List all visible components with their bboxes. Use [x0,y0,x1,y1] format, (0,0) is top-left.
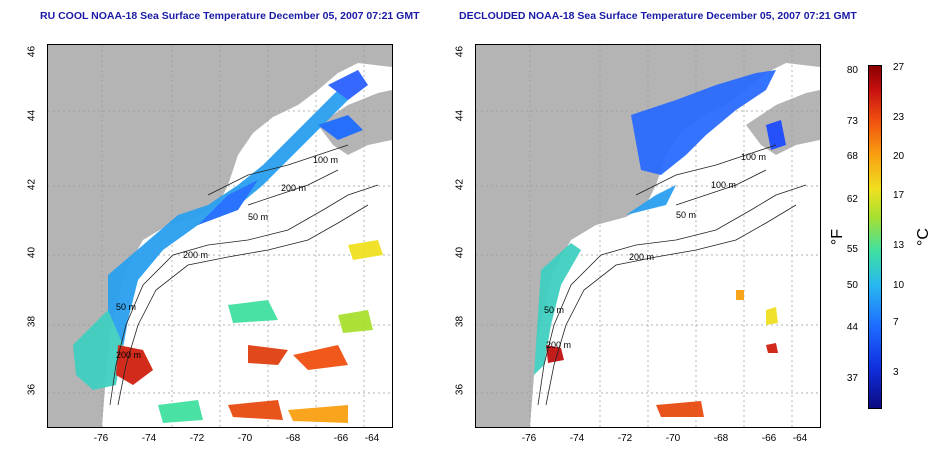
colorbar-c-label: 27 [893,62,905,73]
right-lon-tick: -72 [617,433,633,444]
colorbar-f-label: 44 [846,322,858,333]
colorbar-c-label: 20 [893,151,905,162]
colorbar-f-label: 55 [846,244,858,255]
colorbar-f-label: 68 [846,151,858,162]
colorbar-c-label: 13 [893,240,905,251]
svg-text:50 m: 50 m [544,305,564,315]
svg-text:100 m: 100 m [711,180,736,190]
left-lat-tick: 40 [26,246,38,259]
svg-text:200 m: 200 m [183,250,208,260]
right-lat-tick: 36 [454,383,466,396]
colorbar-c-label: 17 [893,190,905,201]
right-lon-tick: -74 [569,433,585,444]
colorbar-f-label: 62 [846,194,858,205]
land-region [48,45,392,427]
right-lon-tick: -68 [713,433,729,444]
left-map: 100 m 200 m 50 m 200 m 50 m 200 m [47,44,393,428]
land-region [476,45,820,427]
colorbar-f-label: 50 [846,280,858,291]
right-lon-tick: -76 [521,433,537,444]
left-lat-tick: 44 [26,109,38,122]
svg-text:100 m: 100 m [741,152,766,162]
left-panel-title: RU COOL NOAA-18 Sea Surface Temperature … [40,10,420,22]
left-lat-tick: 42 [26,178,38,191]
right-lat-tick: 40 [454,246,466,259]
right-lat-tick: 44 [454,109,466,122]
left-lat-tick: 46 [26,45,38,58]
svg-text:100 m: 100 m [313,155,338,165]
colorbar-c-label: 23 [893,112,905,123]
left-lon-tick: -72 [189,433,205,444]
left-lon-tick: -66 [333,433,349,444]
svg-text:50 m: 50 m [248,212,268,222]
left-lon-tick: -64 [364,433,380,444]
svg-text:200 m: 200 m [546,340,571,350]
svg-text:200 m: 200 m [629,252,654,262]
left-lon-tick: -76 [93,433,109,444]
svg-text:200 m: 200 m [116,350,141,360]
right-lat-tick: 38 [454,315,466,328]
left-lat-tick: 36 [26,383,38,396]
colorbar-f-label: 37 [846,373,858,384]
right-lat-tick: 46 [454,45,466,58]
temperature-colorbar [868,65,882,409]
left-lon-tick: -70 [237,433,253,444]
colorbar-f-label: 73 [846,116,858,127]
nova-scotia-land [746,90,820,155]
right-lon-tick: -70 [665,433,681,444]
left-lon-tick: -68 [285,433,301,444]
right-lon-tick: -66 [761,433,777,444]
right-lon-tick: -64 [792,433,808,444]
colorbar-c-label: 3 [893,367,899,378]
right-lat-tick: 42 [454,178,466,191]
colorbar-unit-f: °F [829,228,847,246]
left-lat-tick: 38 [26,315,38,328]
left-lon-tick: -74 [141,433,157,444]
colorbar-c-label: 7 [893,317,899,328]
colorbar-c-label: 10 [893,280,905,291]
svg-text:200 m: 200 m [281,183,306,193]
colorbar-f-label: 80 [846,65,858,76]
svg-text:50 m: 50 m [116,302,136,312]
svg-text:50 m: 50 m [676,210,696,220]
right-map: 100 m 100 m 50 m 200 m 50 m 200 m [475,44,821,428]
right-panel-title: DECLOUDED NOAA-18 Sea Surface Temperatur… [459,10,857,22]
colorbar-unit-c: °C [914,228,932,246]
